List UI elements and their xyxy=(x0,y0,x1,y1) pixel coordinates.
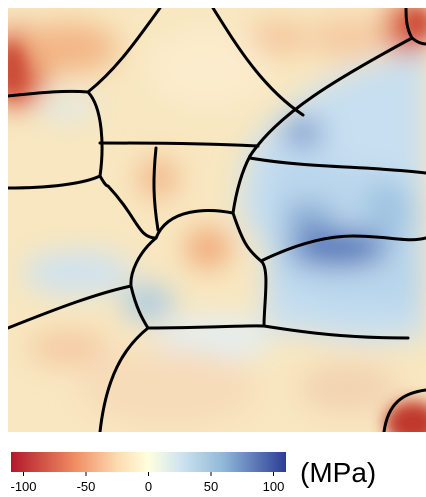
colorbar-tick-label: -50 xyxy=(77,479,96,494)
colorbar-gradient xyxy=(11,452,286,472)
colorbar: -100 -50 0 50 100 (MPa) xyxy=(10,452,376,494)
stress-map xyxy=(8,8,426,432)
colorbar-tick-label: 100 xyxy=(263,479,285,494)
colorbar-tick-label: 0 xyxy=(145,479,152,494)
colorbar-ticks: -100 -50 0 50 100 xyxy=(10,472,284,494)
colorbar-unit-label: (MPa) xyxy=(300,457,376,488)
colorbar-tick-label: -100 xyxy=(10,479,36,494)
colorbar-tick-label: 50 xyxy=(204,479,218,494)
grain-boundaries xyxy=(8,8,426,432)
